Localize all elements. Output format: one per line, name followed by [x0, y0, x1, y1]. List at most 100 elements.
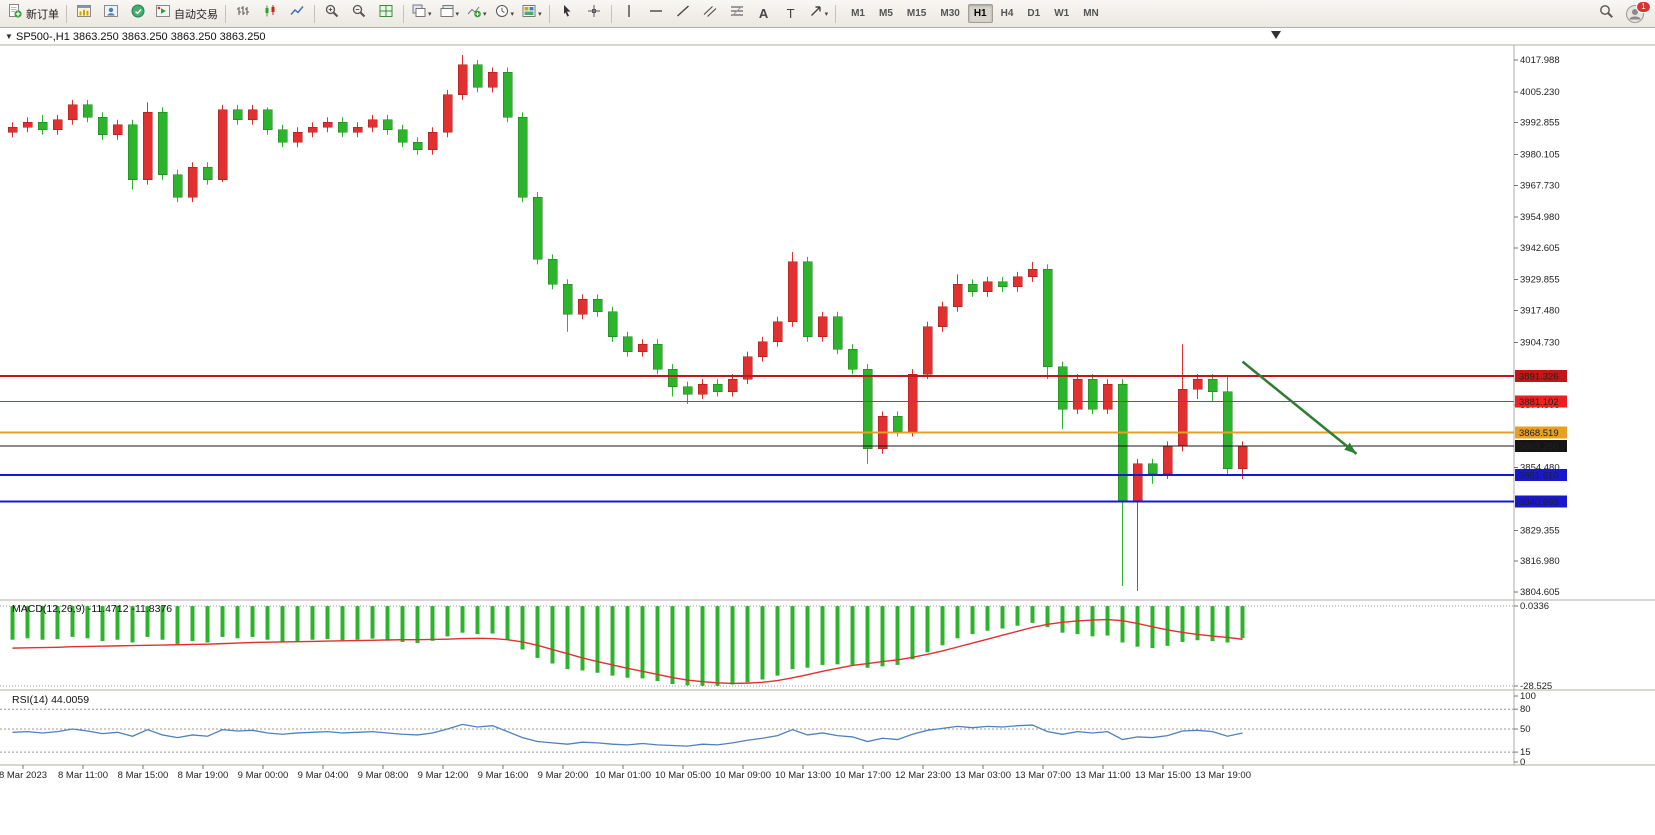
tab-timeframe-MN[interactable]: MN — [1083, 8, 1099, 19]
candle-body — [697, 383, 708, 395]
cascade-windows-button[interactable]: ▾ — [436, 2, 463, 26]
bar-chart-icon — [235, 3, 251, 24]
zoom-out-icon — [351, 3, 367, 24]
navigator-button[interactable] — [125, 2, 151, 26]
macd-histogram — [10, 606, 1245, 686]
candle-body — [922, 326, 933, 375]
time-axis-label: 10 Mar 05:00 — [655, 770, 711, 781]
toolbar-separator — [610, 4, 612, 23]
candle-body — [1222, 391, 1233, 470]
candle-body — [997, 281, 1008, 288]
time-axis-label: 9 Mar 08:00 — [358, 770, 409, 781]
candle-body — [577, 299, 588, 315]
profiles-button[interactable] — [98, 2, 124, 26]
price-axis-label: 3904.730 — [1520, 337, 1560, 348]
tab-timeframe-M15[interactable]: M15 — [906, 8, 927, 19]
tab-timeframe-D1[interactable]: D1 — [1027, 8, 1041, 19]
new-order-icon — [7, 3, 23, 24]
text-tool-button[interactable]: A — [751, 2, 777, 26]
timeframe-group: M1 M5 M15 M30 H1 H4 D1 W1 MN — [844, 4, 1106, 23]
chart-canvas[interactable]: 4017.988 4005.230 3992.855 3980.105 3967.730… — [0, 28, 1655, 830]
label-tool-icon: T — [786, 6, 795, 21]
candle-body — [772, 321, 783, 342]
vertical-line-tool-button[interactable] — [616, 2, 642, 26]
channel-tool-button[interactable] — [697, 2, 723, 26]
candle-body — [817, 316, 828, 337]
macd-indicator-label: MACD(12,26,9) -11.4712 -11.8376 — [12, 603, 173, 615]
time-axis-label: 9 Mar 20:00 — [538, 770, 589, 781]
candle-body — [667, 368, 678, 387]
time-axis-label: 9 Mar 12:00 — [418, 770, 469, 781]
toolbar-separator — [225, 4, 226, 23]
candle-body — [1132, 463, 1143, 502]
tile-windows-button[interactable] — [373, 2, 399, 26]
trendline-tool-button[interactable] — [670, 2, 696, 26]
tab-timeframe-H4[interactable]: H4 — [1000, 8, 1014, 19]
svg-text:3863.250: 3863.250 — [1519, 441, 1559, 452]
time-axis-label: 13 Mar 15:00 — [1135, 770, 1191, 781]
chart-shift-marker[interactable] — [1271, 31, 1281, 39]
tab-timeframe-M30[interactable]: M30 — [940, 8, 960, 19]
cursor-icon — [559, 3, 575, 24]
tab-timeframe-W1[interactable]: W1 — [1054, 8, 1070, 19]
tab-timeframe-M1[interactable]: M1 — [851, 8, 865, 19]
candle-body — [727, 378, 738, 392]
search-icon — [1598, 3, 1615, 25]
market-watch-button[interactable] — [71, 2, 97, 26]
indicators-button[interactable]: ▾ — [463, 2, 490, 26]
templates-button[interactable]: ▾ — [518, 2, 545, 26]
label-tool-button[interactable]: T — [778, 2, 804, 26]
autotrade-label: 自动交易 — [174, 8, 218, 21]
price-axis-label: 3929.855 — [1520, 275, 1560, 286]
candle-body — [142, 112, 153, 180]
chevron-down-icon: ▾ — [824, 10, 829, 18]
symbol-dropdown-icon[interactable]: ▼ — [5, 32, 13, 41]
candle-body — [952, 284, 963, 308]
toolbar-separator — [835, 4, 837, 23]
candle-body — [742, 356, 753, 380]
candle-body — [637, 343, 648, 352]
zoom-in-button[interactable] — [319, 2, 345, 26]
candle-body — [1177, 388, 1188, 447]
trendline-icon — [675, 3, 691, 24]
tile-windows-icon — [378, 3, 394, 24]
toolbar-right-group: 1 — [1593, 0, 1651, 26]
new-order-button[interactable]: 新订单 — [4, 2, 62, 26]
rsi-axis-label: 50 — [1520, 724, 1531, 735]
price-axis-label: 3829.355 — [1520, 525, 1560, 536]
horizontal-line-tool-button[interactable] — [643, 2, 669, 26]
search-button[interactable] — [1593, 2, 1619, 26]
candle-body — [1147, 463, 1158, 475]
chevron-down-icon: ▾ — [483, 10, 487, 18]
crosshair-tool-button[interactable] — [581, 2, 607, 26]
cursor-tool-button[interactable] — [554, 2, 580, 26]
shapes-tool-button[interactable]: ▾ — [805, 2, 832, 26]
fibonacci-tool-button[interactable] — [724, 2, 750, 26]
arrange-windows-button[interactable]: ▾ — [408, 2, 435, 26]
candle-body — [352, 127, 363, 133]
account-button[interactable]: 1 — [1625, 0, 1651, 24]
price-axis-label: 3967.730 — [1520, 180, 1560, 191]
time-axis-label: 9 Mar 16:00 — [478, 770, 529, 781]
candle-body — [982, 281, 993, 293]
candle-body — [937, 306, 948, 327]
candle-body — [412, 141, 423, 150]
svg-text:3840.993: 3840.993 — [1519, 497, 1559, 508]
candle-body — [622, 336, 633, 352]
candlestick-chart-button[interactable] — [257, 2, 283, 26]
candle-body — [472, 64, 483, 88]
tab-timeframe-M5[interactable]: M5 — [879, 8, 893, 19]
candle-body — [232, 109, 243, 121]
tab-timeframe-H1[interactable]: H1 — [967, 4, 993, 23]
svg-text:3868.519: 3868.519 — [1519, 428, 1559, 439]
period-button[interactable]: ▾ — [491, 2, 518, 26]
time-axis-label: 10 Mar 17:00 — [835, 770, 891, 781]
candle-body — [502, 72, 513, 118]
bar-chart-button[interactable] — [230, 2, 256, 26]
zoom-out-button[interactable] — [346, 2, 372, 26]
autotrade-button[interactable]: 自动交易 — [152, 2, 221, 26]
candle-body — [712, 383, 723, 392]
line-chart-button[interactable] — [284, 2, 310, 26]
trend-arrow[interactable] — [1241, 360, 1358, 455]
candle-body — [907, 373, 918, 432]
